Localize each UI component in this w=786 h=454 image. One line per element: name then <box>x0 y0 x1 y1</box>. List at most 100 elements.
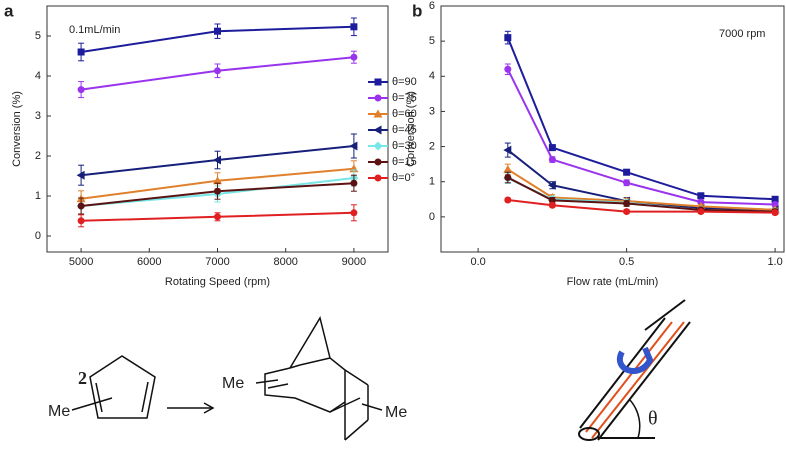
point <box>503 145 512 155</box>
chart: b 0 1 2 3 4 5 6 0.0 0.5 1.0 Flow rate (mL/min) Conve… <box>405 0 785 288</box>
point <box>623 200 631 208</box>
point <box>77 202 85 210</box>
point <box>77 48 85 56</box>
y-axis-label: Conversion (%) <box>11 91 23 167</box>
compound-number: 2 <box>78 368 87 388</box>
bond <box>344 419 369 441</box>
dimer <box>264 316 346 413</box>
y-tick-label: 4 <box>35 70 41 82</box>
series-line <box>507 149 776 211</box>
arrow-head <box>203 402 215 414</box>
point <box>771 209 779 217</box>
y-tick-label: 2 <box>429 140 435 152</box>
x-tick-label: 9000 <box>342 256 366 268</box>
point <box>374 158 382 166</box>
tube-wall <box>579 317 666 429</box>
point <box>373 141 383 151</box>
y-tick-label: 2 <box>35 150 41 162</box>
point <box>548 144 556 152</box>
plot-frame <box>440 5 785 253</box>
y-tick-label: 1 <box>429 176 435 188</box>
ring <box>89 355 156 419</box>
me-label: Me <box>222 375 244 392</box>
bond <box>255 379 279 384</box>
point <box>350 209 358 217</box>
y-tick-label: 3 <box>35 110 41 122</box>
angle-arc <box>629 399 641 439</box>
me-label: Me <box>48 403 70 420</box>
x-tick-label: 6000 <box>137 256 161 268</box>
bond <box>344 369 369 386</box>
point <box>504 65 512 73</box>
bond <box>361 403 383 411</box>
x-tick-label: 0.0 <box>470 256 485 268</box>
y-tick-label: 0 <box>35 230 41 242</box>
legend-label: θ=90 <box>392 76 417 88</box>
point <box>548 201 556 209</box>
point <box>350 179 358 187</box>
y-tick-label: 0 <box>429 211 435 223</box>
point <box>77 86 85 94</box>
point <box>697 192 705 200</box>
point <box>771 201 779 209</box>
point <box>214 27 221 35</box>
point <box>623 179 631 187</box>
point <box>623 168 631 176</box>
film <box>591 321 685 439</box>
bond <box>289 364 301 369</box>
x-axis-label: Flow rate (mL/min) <box>567 276 659 288</box>
legend-label: θ=0° <box>392 172 415 184</box>
tube-end <box>578 427 600 441</box>
legend-label: θ=75 <box>392 92 417 104</box>
point <box>213 155 221 165</box>
point <box>214 67 221 75</box>
point <box>504 196 512 204</box>
point <box>349 141 358 151</box>
point <box>547 180 556 190</box>
point <box>503 164 513 173</box>
point <box>374 94 382 102</box>
x-tick-label: 8000 <box>273 256 297 268</box>
y-tick-label: 5 <box>429 35 435 47</box>
point <box>214 187 221 195</box>
point <box>213 176 222 185</box>
legend-label: θ=45 <box>392 124 417 136</box>
angle-label: θ <box>648 408 658 430</box>
me-label: Me <box>385 404 407 421</box>
point <box>548 156 556 164</box>
point <box>373 125 382 135</box>
bond <box>299 357 331 366</box>
legend-label: θ=15 <box>392 156 417 168</box>
x-tick-label: 7000 <box>205 256 229 268</box>
point <box>77 217 85 225</box>
tube-wall <box>597 321 691 441</box>
legend-label: θ=60 <box>392 108 417 120</box>
bond <box>141 381 149 413</box>
point <box>374 78 382 86</box>
annotation: 7000 rpm <box>719 28 765 40</box>
series-line <box>506 37 776 201</box>
point <box>350 23 358 31</box>
y-tick-label: 4 <box>429 70 435 82</box>
chart: a 0 1 2 3 4 5 5000 6000 7000 8000 9000 Rotating Spee… <box>4 1 417 287</box>
bond <box>95 382 103 413</box>
film <box>585 321 673 433</box>
reactor-tube: θ <box>578 299 691 441</box>
x-tick-label: 5000 <box>69 256 93 268</box>
x-axis-label: Rotating Speed (rpm) <box>165 276 270 288</box>
legend-label: θ=30 <box>392 140 417 152</box>
rotation-arrow <box>617 346 654 374</box>
panel-label: b <box>412 1 422 20</box>
point <box>350 53 358 61</box>
point <box>76 170 85 180</box>
point <box>504 34 512 42</box>
point <box>771 195 779 203</box>
point <box>623 208 631 216</box>
panel-label: a <box>4 1 14 20</box>
x-tick-label: 0.5 <box>619 256 634 268</box>
y-tick-label: 6 <box>429 0 435 12</box>
point <box>504 173 512 181</box>
rod <box>644 299 686 331</box>
x-tick-label: 1.0 <box>767 256 782 268</box>
